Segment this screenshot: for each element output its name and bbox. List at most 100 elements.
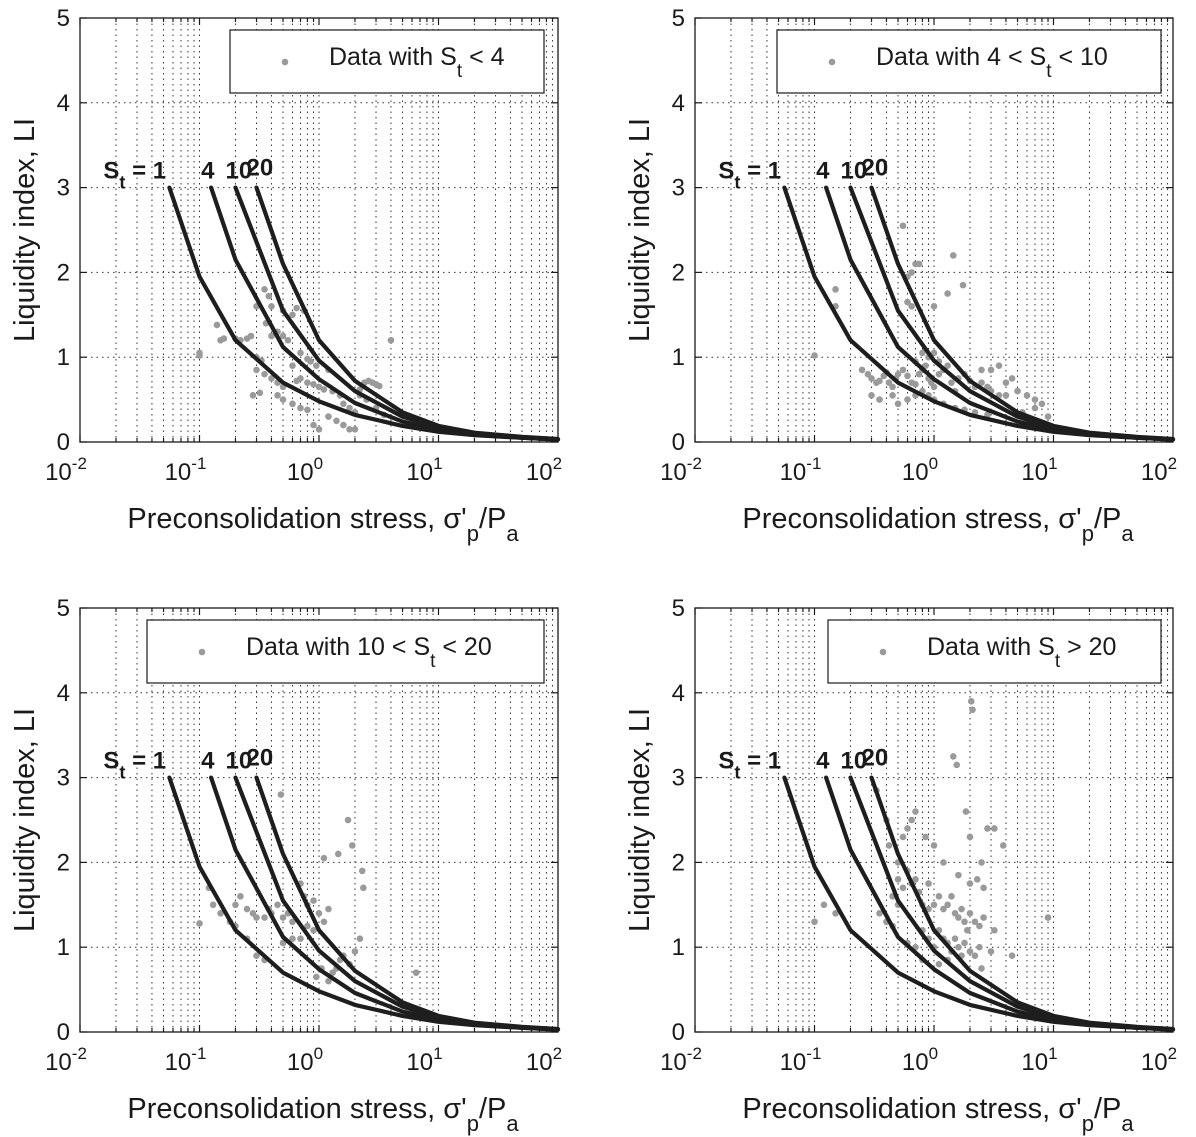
data-point [274,901,281,909]
data-point [387,336,395,344]
y-tick-label: 5 [672,595,685,622]
data-point [980,914,987,921]
curve-label-st4: 4 [201,158,215,185]
x-tick-label: 100 [902,454,938,486]
data-point [868,392,875,399]
data-point [232,901,239,909]
data-point [346,404,353,412]
data-point [289,918,296,926]
data-point [899,366,907,374]
data-point [962,808,970,815]
data-point [930,383,938,391]
data-point [889,392,896,399]
data-point [1014,387,1021,395]
data-point [289,362,296,369]
y-tick-label: 1 [57,934,70,961]
data-point [915,260,923,268]
y-axis-label: Liquidity index, LI [624,118,656,342]
data-point [966,909,974,917]
data-point [346,425,353,433]
data-point [351,425,359,433]
data-point [908,269,915,276]
y-tick-label: 3 [57,175,70,202]
data-point [304,922,311,930]
data-point [991,825,998,832]
data-point [832,909,839,917]
legend-marker [828,58,836,66]
st-curve [869,775,1176,1032]
data-point [966,833,974,841]
data-point [995,362,1003,369]
data-point [919,349,926,357]
data-point [310,381,317,388]
x-tick-label: 102 [1141,1044,1177,1076]
curve-label-st20: 20 [247,155,274,182]
data-point [944,901,951,909]
data-point [935,370,943,378]
data-point [289,311,296,319]
y-tick-label: 4 [672,680,685,707]
data-point [976,922,983,930]
legend: Data with 4 < St < 10 [776,29,1162,94]
data-point [858,366,866,374]
st-curves [782,775,1176,1032]
y-tick-label: 2 [57,259,70,286]
data-point [820,901,828,909]
data-point [961,918,968,926]
curve-label-st10: 10 [840,158,867,185]
data-point [261,914,268,921]
data-point [274,392,281,399]
data-point [356,935,364,943]
curve-label-st20: 20 [862,745,889,772]
curve-label-st20: 20 [862,155,889,182]
data-point [196,920,203,927]
data-point [948,893,955,900]
data-point [293,304,300,312]
data-point [908,816,915,824]
data-point [949,753,957,760]
y-tick-label: 3 [57,765,70,792]
y-tick-label: 0 [672,1019,685,1046]
data-point [912,876,919,883]
data-point [268,332,275,340]
data-point [261,370,268,378]
data-point [333,417,340,425]
data-point [868,375,875,382]
y-axis-label: Liquidity index, LI [624,708,656,932]
legend: Data with St < 4 [229,29,545,94]
data-point [959,281,967,289]
curve-label-st10: 10 [225,158,252,185]
data-point [289,935,296,943]
legend: Data with 10 < St < 20 [146,619,545,684]
data-point [973,876,981,883]
data-point [876,377,883,385]
data-point [297,935,304,943]
data-point [315,909,323,917]
y-tick-label: 3 [672,175,685,202]
data-point [899,222,907,230]
data-point [268,375,275,382]
data-point [811,352,818,359]
data-point [349,842,356,849]
data-point [978,379,985,386]
data-point [279,396,287,403]
data-point [899,833,907,841]
data-point [980,884,987,892]
data-point [213,321,221,329]
data-point [984,825,991,832]
data-point [955,914,962,921]
data-point [894,876,902,883]
legend-box [776,29,1162,94]
data-point [344,816,352,824]
st-curve [869,185,1176,442]
data-point [237,893,244,900]
x-tick-label: 10-2 [45,454,87,486]
data-point [912,808,919,815]
data-point [304,355,311,363]
legend-box [146,619,545,684]
data-point [209,901,217,909]
data-point [261,286,268,293]
data-point [1002,392,1010,399]
